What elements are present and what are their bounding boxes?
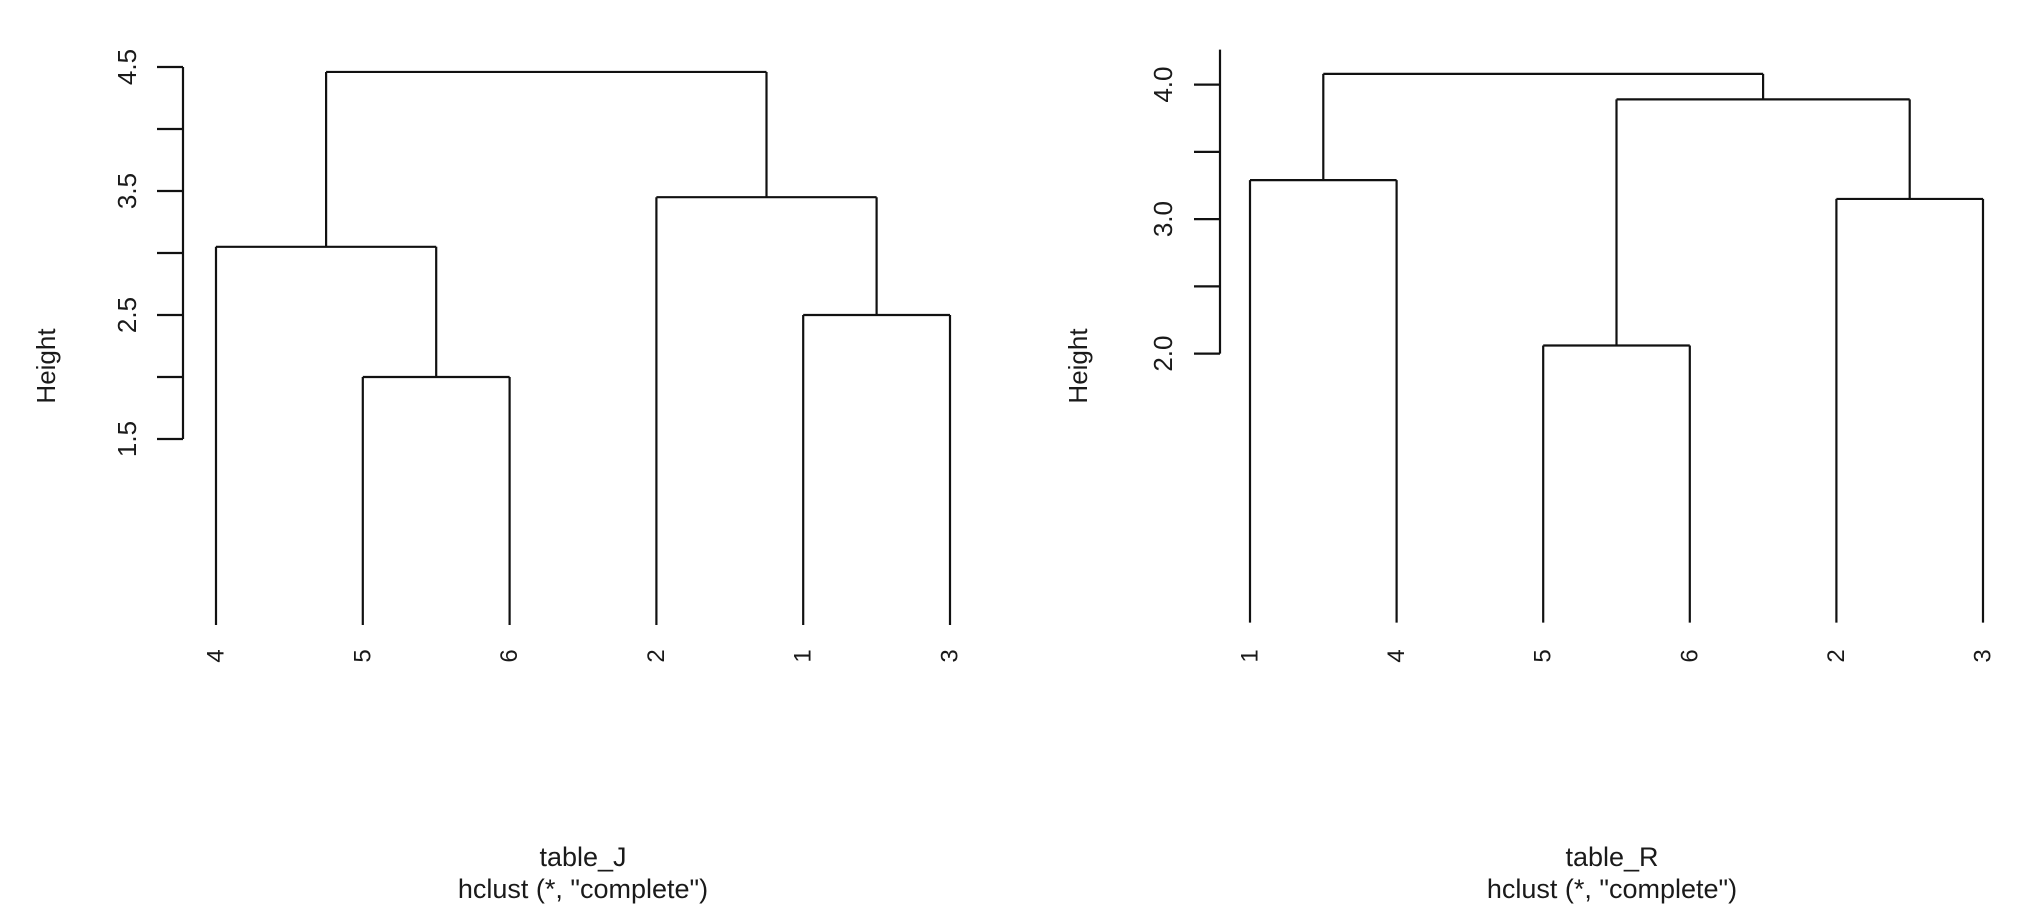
leaf-label: 3 [937, 649, 964, 662]
y-axis-label: Height [1063, 328, 1093, 404]
leaf-label: 5 [349, 649, 376, 662]
plot-subtitle: hclust (*, "complete") [1487, 874, 1737, 904]
y-tick-label: 4.5 [112, 49, 142, 85]
leaf-label: 6 [1676, 649, 1703, 662]
plot-subtitle: hclust (*, "complete") [458, 874, 708, 904]
leaf-label: 5 [1530, 649, 1557, 662]
leaf-label: 2 [1823, 649, 1850, 662]
leaf-label: 4 [1383, 649, 1410, 662]
dendrogram-panel-table-r: Height table_R hclust (*, "complete") 2.… [1063, 49, 1997, 904]
y-tick-label: 3.5 [112, 173, 142, 209]
y-tick-label: 4.0 [1148, 67, 1178, 103]
leaf-label: 4 [203, 649, 230, 662]
y-axis-label: Height [31, 328, 61, 404]
leaf-label: 3 [1970, 649, 1997, 662]
leaf-label: 6 [496, 649, 523, 662]
dendrogram-panel-table-j: Height table_J hclust (*, "complete") 1.… [31, 49, 964, 904]
leaf-label: 2 [643, 649, 670, 662]
plot-title: table_J [539, 842, 626, 872]
y-tick-label: 3.0 [1148, 201, 1178, 237]
leaf-label: 1 [1237, 649, 1264, 662]
y-tick-label: 2.5 [112, 297, 142, 333]
y-tick-label: 1.5 [112, 421, 142, 457]
plot-title: table_R [1565, 842, 1658, 872]
y-tick-label: 2.0 [1148, 336, 1178, 372]
leaf-label: 1 [790, 649, 817, 662]
